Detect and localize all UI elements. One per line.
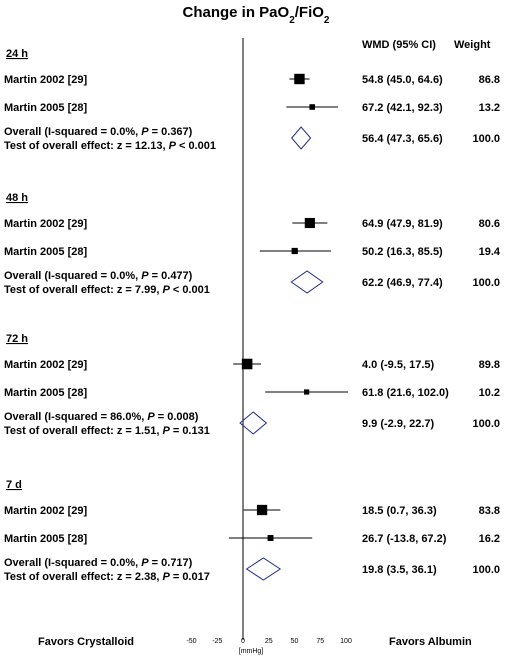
overall-ci-value: 62.2 (46.9, 77.4) [362, 277, 443, 289]
overall-ci-value: 9.9 (-2.9, 22.7) [362, 418, 434, 430]
overall-label: Overall (I-squared = 0.0%, P = 0.367) [4, 126, 193, 138]
overall-diamond [291, 126, 312, 150]
group-label: 24 h [6, 48, 28, 60]
x-tick-label: -25 [212, 638, 222, 645]
overall-weight-value: 100.0 [472, 133, 500, 145]
point-estimate [241, 358, 253, 370]
x-tick-label: 0 [241, 638, 245, 645]
study-name: Martin 2002 [29] [4, 359, 87, 371]
group-label: 7 d [6, 479, 22, 491]
overall-weight-value: 100.0 [472, 418, 500, 430]
point-estimate [309, 104, 316, 110]
overall-label: Overall (I-squared = 86.0%, P = 0.008) [4, 411, 199, 423]
point-estimate [267, 535, 274, 541]
test-label: Test of overall effect: z = 2.38, P = 0.… [4, 571, 210, 583]
overall-ci-value: 19.8 (3.5, 36.1) [362, 564, 437, 576]
point-estimate [291, 247, 298, 255]
x-tick-label: 100 [340, 638, 352, 645]
point-estimate [256, 504, 268, 516]
favors-right-label: Favors Albumin [389, 636, 472, 648]
ci-value: 50.2 (16.3, 85.5) [362, 246, 443, 258]
weight-value: 19.4 [479, 246, 501, 258]
study-name: Martin 2002 [29] [4, 505, 87, 517]
test-label: Test of overall effect: z = 1.51, P = 0.… [4, 425, 210, 437]
column-header-weight: Weight [454, 39, 491, 51]
point-estimate [304, 389, 310, 395]
favors-left-label: Favors Crystalloid [38, 636, 134, 648]
study-name: Martin 2005 [28] [4, 387, 87, 399]
point-estimate [304, 217, 315, 229]
point-estimate [294, 73, 305, 85]
test-label: Test of overall effect: z = 12.13, P < 0… [4, 140, 216, 152]
study-name: Martin 2005 [28] [4, 533, 87, 545]
group-label: 48 h [6, 192, 28, 204]
ci-value: 18.5 (0.7, 36.3) [362, 505, 437, 517]
overall-diamond [245, 557, 282, 581]
weight-value: 83.8 [479, 505, 500, 517]
study-name: Martin 2005 [28] [4, 102, 87, 114]
ci-value: 4.0 (-9.5, 17.5) [362, 359, 434, 371]
overall-weight-value: 100.0 [472, 564, 500, 576]
weight-value: 10.2 [479, 387, 500, 399]
x-tick-label: 50 [291, 638, 299, 645]
study-name: Martin 2002 [29] [4, 218, 87, 230]
test-label: Test of overall effect: z = 7.99, P < 0.… [4, 284, 210, 296]
x-tick-label: 25 [265, 638, 273, 645]
ci-value: 64.9 (47.9, 81.9) [362, 218, 443, 230]
overall-diamond [290, 270, 324, 294]
ci-value: 61.8 (21.6, 102.0) [362, 387, 449, 399]
x-tick-label: -50 [186, 638, 196, 645]
overall-label: Overall (I-squared = 0.0%, P = 0.477) [4, 270, 193, 282]
group-label: 72 h [6, 333, 28, 345]
ci-value: 54.8 (45.0, 64.6) [362, 74, 443, 86]
study-name: Martin 2005 [28] [4, 246, 87, 258]
weight-value: 16.2 [479, 533, 500, 545]
column-header-wmd: WMD (95% CI) [362, 39, 436, 51]
weight-value: 86.8 [479, 74, 500, 86]
weight-value: 80.6 [479, 218, 500, 230]
overall-weight-value: 100.0 [472, 277, 500, 289]
weight-value: 89.8 [479, 359, 500, 371]
ci-value: 67.2 (42.1, 92.3) [362, 102, 443, 114]
x-tick-label: 75 [316, 638, 324, 645]
ci-value: 26.7 (-13.8, 67.2) [362, 533, 447, 545]
overall-label: Overall (I-squared = 0.0%, P = 0.717) [4, 557, 193, 569]
overall-diamond [239, 411, 268, 435]
study-name: Martin 2002 [29] [4, 74, 87, 86]
x-unit-label: [mmHg] [239, 648, 264, 655]
weight-value: 13.2 [479, 102, 500, 114]
overall-ci-value: 56.4 (47.3, 65.6) [362, 133, 443, 145]
chart-title: Change in PaO2/FiO2 [183, 4, 330, 26]
